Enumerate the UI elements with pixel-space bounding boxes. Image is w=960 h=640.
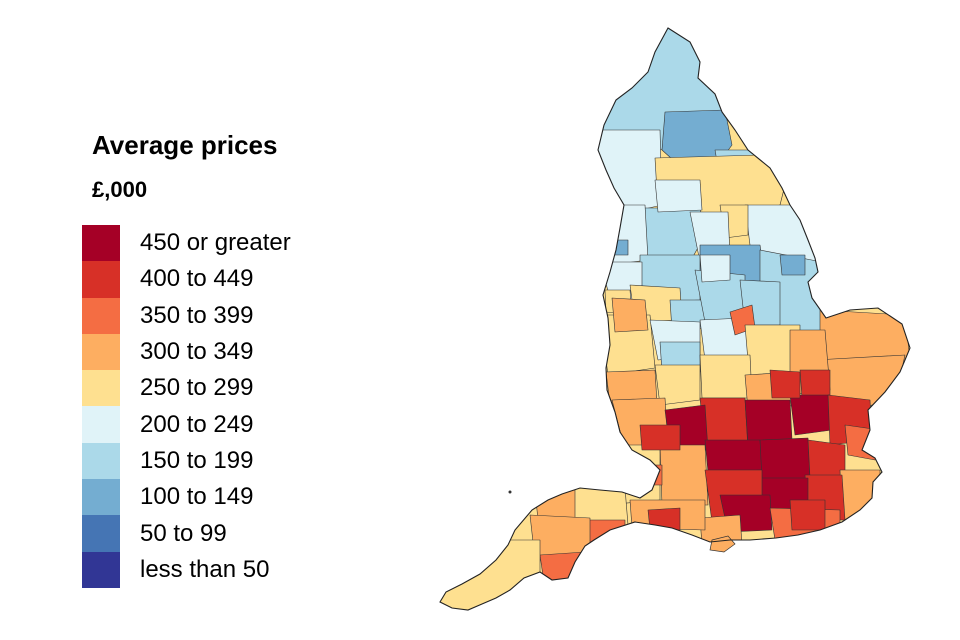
legend-label: 300 to 349 — [140, 338, 254, 366]
region-sheffield — [699, 254, 731, 283]
region-cotswold-east — [629, 464, 663, 486]
england-choropleth-map — [439, 27, 911, 611]
region-wiltshire — [659, 444, 709, 506]
legend-item: less than 50 — [82, 551, 291, 588]
legend-swatch — [82, 442, 120, 480]
legend-label: 50 to 99 — [140, 519, 227, 547]
legend-swatch — [82, 479, 120, 516]
legend-title: Average prices — [92, 130, 278, 160]
region-hertfordshire — [789, 394, 833, 436]
legend-label: 250 to 299 — [140, 374, 254, 402]
legend-item: 100 to 149 — [82, 479, 291, 516]
region-cheshire-west — [611, 297, 649, 333]
region-kent — [839, 469, 881, 521]
legend-label: 350 to 399 — [140, 301, 254, 329]
legend-label: 450 or greater — [140, 229, 291, 257]
legend-label: 200 to 249 — [140, 410, 254, 438]
region-cornwall — [440, 539, 541, 610]
region-essex-coast — [844, 424, 881, 461]
legend-items: 450 or greater 400 to 449 350 to 399 300… — [82, 225, 291, 588]
legend-item: 250 to 299 — [82, 370, 291, 407]
legend-label: 150 to 199 — [140, 446, 254, 474]
map-legend: Average prices £,000 450 or greater 400 … — [82, 128, 382, 588]
legend-item: 450 or greater — [82, 225, 291, 262]
legend-item: 400 to 449 — [82, 261, 291, 298]
region-london-east — [807, 439, 846, 479]
legend-swatch — [82, 370, 120, 407]
region-yorkshire-dales — [654, 179, 703, 213]
legend-item: 200 to 249 — [82, 406, 291, 443]
legend-item: 150 to 199 — [82, 442, 291, 480]
region-isles-of-scilly — [508, 490, 512, 494]
legend-label: 400 to 449 — [140, 265, 254, 293]
region-buckinghamshire — [744, 399, 793, 446]
legend-item: 350 to 399 — [82, 297, 291, 334]
legend-swatch — [82, 515, 120, 552]
legend-swatch — [82, 551, 120, 588]
legend-swatch — [82, 297, 120, 334]
legend-swatch — [82, 333, 120, 371]
legend-label: less than 50 — [140, 555, 270, 583]
legend-item: 50 to 99 — [82, 515, 291, 552]
choropleth-regions — [440, 28, 910, 610]
region-oxon-south — [639, 424, 681, 451]
legend-label: 100 to 149 — [140, 483, 254, 511]
region-blackpool — [609, 239, 629, 256]
legend-swatch — [82, 261, 120, 298]
legend-unit: £,000 — [92, 177, 148, 202]
region-sussex-east — [789, 499, 826, 531]
region-devon-east — [584, 519, 626, 553]
region-hull — [779, 254, 806, 276]
region-north-cumbria — [589, 129, 663, 211]
region-berkshire — [704, 439, 763, 473]
legend-swatch — [82, 406, 120, 443]
region-poole — [647, 507, 681, 531]
region-london — [759, 437, 811, 481]
region-cambridge-city — [799, 369, 831, 399]
legend-item: 300 to 349 — [82, 333, 291, 371]
region-milton-keynes — [769, 369, 801, 399]
legend-swatch — [82, 225, 120, 262]
region-warwickshire — [699, 354, 753, 399]
